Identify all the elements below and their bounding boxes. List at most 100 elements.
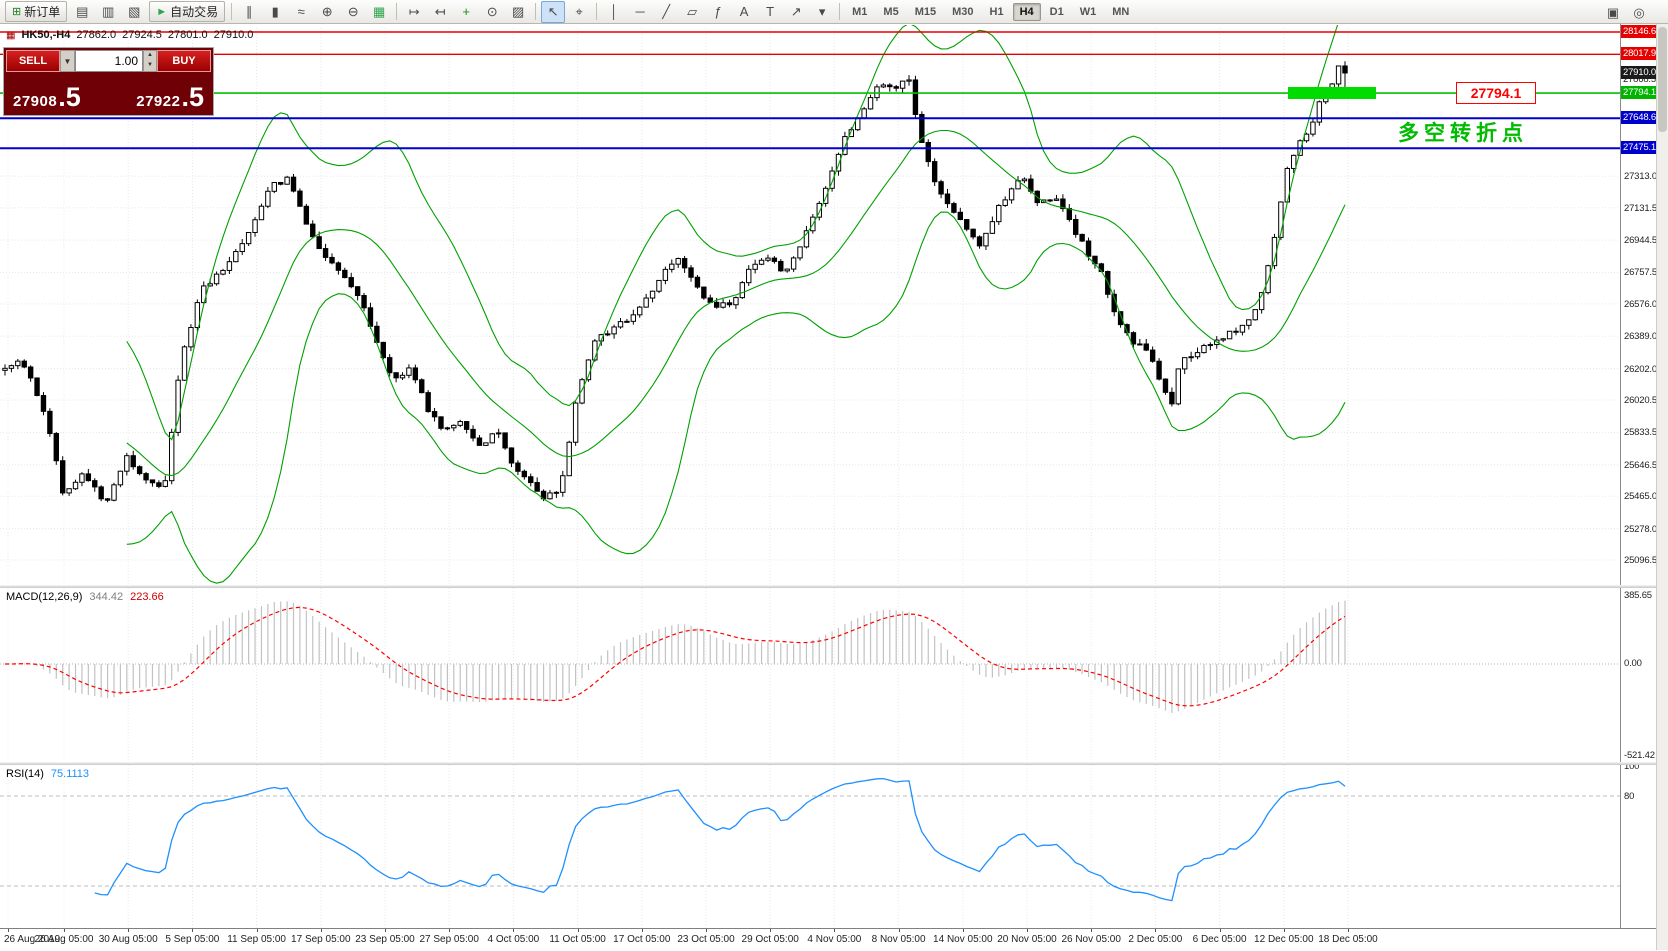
line-chart-icon[interactable]: ≈ (289, 1, 313, 23)
sell-price[interactable]: 27908 .5 (13, 83, 81, 111)
time-axis-label: 8 Nov 05:00 (871, 934, 926, 945)
channel-icon[interactable]: ▱ (680, 1, 704, 23)
price-level-flag[interactable]: 27794.1 (1456, 82, 1536, 105)
vertical-scrollbar[interactable] (1656, 24, 1668, 950)
time-axis-tick (8, 929, 9, 932)
time-axis-label: 17 Sep 05:00 (291, 934, 351, 945)
text-icon[interactable]: A (732, 1, 756, 23)
timeframe-h4[interactable]: H4 (1012, 2, 1041, 21)
data-window-icon[interactable]: ▥ (96, 1, 120, 23)
sell-button[interactable]: SELL (6, 50, 60, 72)
time-axis-tick (1091, 929, 1093, 932)
macd-main-value: 344.42 (89, 591, 124, 603)
fibonacci-icon[interactable]: ƒ (706, 1, 730, 23)
price-axis[interactable]: 27313.0 27131.5 26944.5 26757.5 26576.0 26389… (1620, 24, 1659, 928)
time-axis-label: 14 Nov 05:00 (933, 934, 993, 945)
chart-symbol-icon: ▦ (6, 29, 16, 41)
text-icon-glyph: A (739, 4, 749, 19)
timeframe-m5[interactable]: M5 (883, 5, 899, 18)
time-axis-label: 4 Nov 05:00 (807, 934, 862, 945)
chart-shift-icon[interactable]: ↤ (428, 1, 452, 23)
new-order-button-label: 新订单 (24, 5, 61, 19)
channel-icon-glyph: ▱ (687, 3, 698, 19)
timeframe-m30[interactable]: M30 (952, 5, 974, 18)
ohlc-open: 27862.0 (76, 29, 117, 41)
price-axis-tick: 26389.0 (1624, 331, 1657, 343)
new-order-button[interactable]: ⊞ 新订单 (5, 1, 68, 22)
green-highlight-bar[interactable] (1288, 87, 1376, 100)
time-axis-label: 17 Oct 05:00 (613, 934, 671, 945)
buy-price-main: 27922 (136, 93, 181, 110)
buy-button[interactable]: BUY (157, 50, 211, 72)
text-label-icon-glyph: T (766, 4, 775, 19)
indicators-icon[interactable]: + (454, 1, 478, 23)
time-axis-tick (962, 929, 964, 932)
time-axis-tick (449, 929, 451, 932)
time-axis-label: 11 Sep 05:00 (227, 934, 286, 945)
trendline-icon[interactable]: ╱ (654, 1, 678, 23)
timeframe-d1[interactable]: D1 (1049, 5, 1064, 18)
price-axis-tick: 25646.5 (1624, 459, 1657, 471)
time-axis-label: 26 Aug 2019 (4, 934, 61, 945)
tile-windows-icon-glyph: ▦ (372, 3, 386, 19)
time-axis-tick (513, 929, 515, 932)
main-toolbar: ⊞ 新订单 ▤ ▥ ▧ ► 自动交易 ∥ ▮ ≈ ⊕ ⊖ ▦ ↦ ↤ + ⊙ ▨ ↖ ⌖ │ ─ ╱ ▱ ƒ A T ↗ ▾ M1 M5 M1… (0, 0, 1668, 24)
auto-scroll-icon[interactable]: ↦ (402, 1, 426, 23)
bar-chart-icon[interactable]: ∥ (237, 1, 261, 23)
crosshair-icon[interactable]: ⌖ (567, 1, 591, 23)
zoom-in-icon[interactable]: ⊕ (315, 1, 339, 23)
arrange-windows-icon[interactable]: ▣ (1606, 5, 1620, 20)
volume-stepper[interactable]: ▲ ▼ (143, 50, 157, 72)
zoom-out-icon[interactable]: ⊖ (341, 1, 365, 23)
time-axis-label: 2 Dec 05:00 (1128, 934, 1183, 945)
candlestick-chart-icon-glyph: ▮ (271, 3, 279, 19)
rsi-title: RSI(14) (6, 768, 44, 780)
market-watch-icon[interactable]: ▤ (70, 1, 94, 23)
time-axis[interactable]: 26 Aug 2019 26 Aug 05:00 30 Aug 05:00 5 Sep… (0, 928, 1668, 951)
help-icon[interactable]: ◎ (1633, 5, 1645, 20)
time-axis-label: 29 Oct 05:00 (741, 934, 799, 945)
shapes-dropdown-icon[interactable]: ▾ (810, 1, 834, 23)
volume-up-icon[interactable]: ▲ (147, 52, 153, 58)
time-axis-label: 4 Oct 05:00 (487, 934, 540, 945)
time-axis-tick (641, 929, 643, 932)
price-axis-tick: 25465.0 (1624, 491, 1657, 503)
timeframe-mn[interactable]: MN (1112, 5, 1130, 18)
autotrading-button[interactable]: ► 自动交易 (149, 1, 226, 22)
price-level-badge-green: 27794.1 (1621, 86, 1659, 100)
periods-icon[interactable]: ⊙ (480, 1, 504, 23)
arrows-icon[interactable]: ↗ (784, 1, 808, 23)
timeframe-m1[interactable]: M1 (852, 5, 868, 18)
pane-divider-rsi[interactable] (0, 762, 1668, 765)
horizontal-line-icon[interactable]: ─ (628, 1, 652, 23)
timeframe-m15[interactable]: M15 (914, 5, 937, 18)
turning-point-annotation[interactable]: 多空转折点 (1398, 122, 1528, 145)
volume-input[interactable]: 1.00 (75, 50, 143, 72)
price-axis-tick: 25096.5 (1624, 555, 1657, 566)
time-axis-label: 26 Aug 05:00 (34, 934, 94, 945)
volume-down-icon[interactable]: ▼ (147, 62, 153, 68)
toolbar-separator (231, 3, 233, 20)
templates-icon[interactable]: ▨ (506, 1, 530, 23)
volume-dropdown-icon[interactable]: ▼ (60, 50, 75, 72)
buy-price[interactable]: 27922 .5 (136, 83, 204, 111)
autotrading-button-label: 自动交易 (170, 5, 219, 19)
text-label-icon[interactable]: T (758, 1, 782, 23)
price-axis-tick: 26576.0 (1624, 298, 1657, 310)
candlestick-chart-icon[interactable]: ▮ (263, 1, 287, 23)
tile-windows-icon[interactable]: ▦ (367, 1, 391, 23)
pane-divider-macd[interactable] (0, 585, 1668, 588)
autotrading-icon: ► (156, 5, 168, 18)
cursor-icon[interactable]: ↖ (541, 0, 566, 23)
navigator-icon[interactable]: ▧ (122, 1, 146, 23)
templates-icon-glyph: ▨ (511, 3, 525, 19)
timeframe-h1[interactable]: H1 (989, 5, 1004, 18)
vertical-line-icon[interactable]: │ (602, 1, 626, 23)
chart-ohlc-header: ▦ HK50,-H4 27862.0 27924.5 27801.0 27910… (6, 29, 253, 41)
time-axis-label: 5 Sep 05:00 (165, 934, 220, 945)
timeframe-w1[interactable]: W1 (1079, 5, 1097, 18)
time-axis-label: 20 Nov 05:00 (997, 934, 1057, 945)
scrollbar-thumb[interactable] (1658, 27, 1667, 132)
macd-axis-label: 0.00 (1624, 658, 1642, 670)
